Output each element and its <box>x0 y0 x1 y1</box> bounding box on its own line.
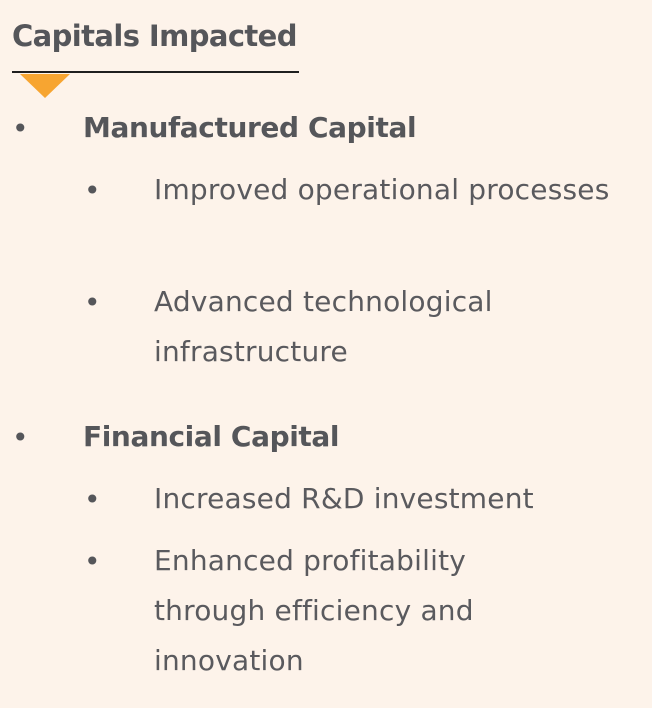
bullet-icon: • <box>84 174 101 207</box>
bullet-icon: • <box>12 421 29 454</box>
bullet-icon: • <box>84 483 101 516</box>
section-header: Capitals Impacted <box>12 16 299 98</box>
capital-item: Enhanced profitability through efficienc… <box>154 544 474 677</box>
triangle-pointer-icon <box>20 74 70 98</box>
capital-item: Increased R&D investment <box>154 482 534 515</box>
capital-heading-financial: Financial Capital <box>83 420 340 453</box>
capital-item: Improved operational processes <box>154 173 610 206</box>
title-underline <box>12 71 299 73</box>
section-title: Capitals Impacted <box>12 19 298 53</box>
capital-heading-manufactured: Manufactured Capital <box>83 111 417 144</box>
bullet-icon: • <box>12 112 29 145</box>
capital-item: Advanced technological infrastructure <box>154 285 493 368</box>
bullet-icon: • <box>84 545 101 578</box>
bullet-icon: • <box>84 286 101 319</box>
